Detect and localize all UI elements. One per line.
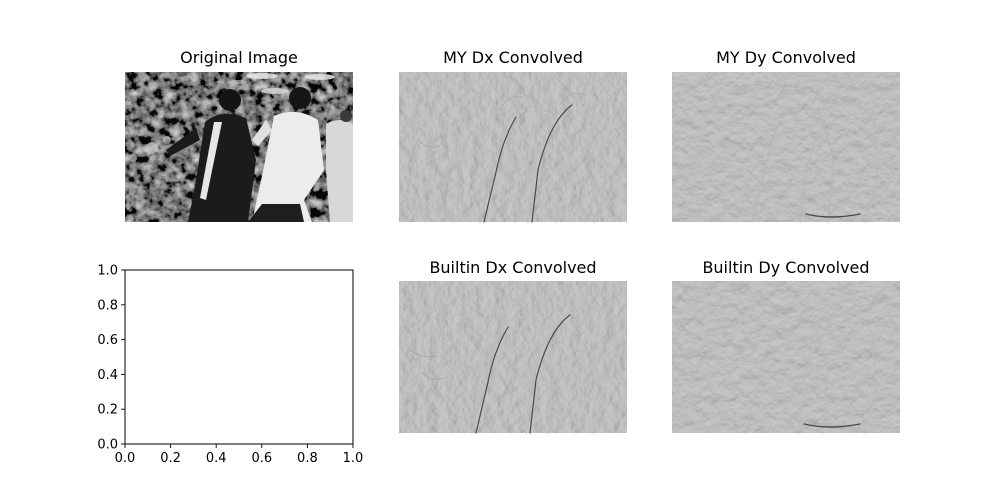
panel-builtin-dy: Builtin Dy Convolved xyxy=(672,258,900,434)
panel-title: Builtin Dx Convolved xyxy=(429,258,596,277)
x-tick-label: 0.6 xyxy=(251,451,272,466)
y-tick-label: 0.0 xyxy=(97,438,118,453)
x-tick-label: 0.2 xyxy=(160,451,181,466)
panel-title: MY Dx Convolved xyxy=(443,48,583,67)
y-tick-label: 1.0 xyxy=(97,264,118,279)
axes-frame xyxy=(124,269,354,445)
x-tick-label: 0.8 xyxy=(297,451,318,466)
panel-title: Builtin Dy Convolved xyxy=(702,258,869,277)
y-tick-label: 0.2 xyxy=(97,403,118,418)
panel-builtin-dx: Builtin Dx Convolved xyxy=(399,258,627,434)
builtin-dy-image xyxy=(672,281,900,434)
builtin-dx-image xyxy=(399,281,627,434)
panel-title: Original Image xyxy=(180,48,298,67)
my-dx-image xyxy=(399,72,627,223)
y-tick-label: 0.8 xyxy=(97,298,118,313)
x-tick-label: 1.0 xyxy=(343,451,364,466)
x-tick-label: 0.0 xyxy=(115,451,136,466)
y-tick-label: 0.6 xyxy=(97,333,118,348)
panel-my-dx: MY Dx Convolved xyxy=(399,48,627,223)
x-tick-label: 0.4 xyxy=(206,451,227,466)
y-tick-label: 0.4 xyxy=(97,368,118,383)
panel-original-image: Original Image xyxy=(125,48,353,222)
empty-axes: 0.0 0.2 0.4 0.6 0.8 1.0 0.0 0.2 0.4 0.6 0.8 1.0 xyxy=(97,264,363,467)
my-dy-image xyxy=(672,72,900,223)
x-axis: 0.0 0.2 0.4 0.6 0.8 1.0 xyxy=(115,444,364,466)
panel-title: MY Dy Convolved xyxy=(716,48,856,67)
original-photo xyxy=(125,72,353,222)
y-axis: 0.0 0.2 0.4 0.6 0.8 1.0 xyxy=(97,264,125,453)
panel-my-dy: MY Dy Convolved xyxy=(672,48,900,223)
